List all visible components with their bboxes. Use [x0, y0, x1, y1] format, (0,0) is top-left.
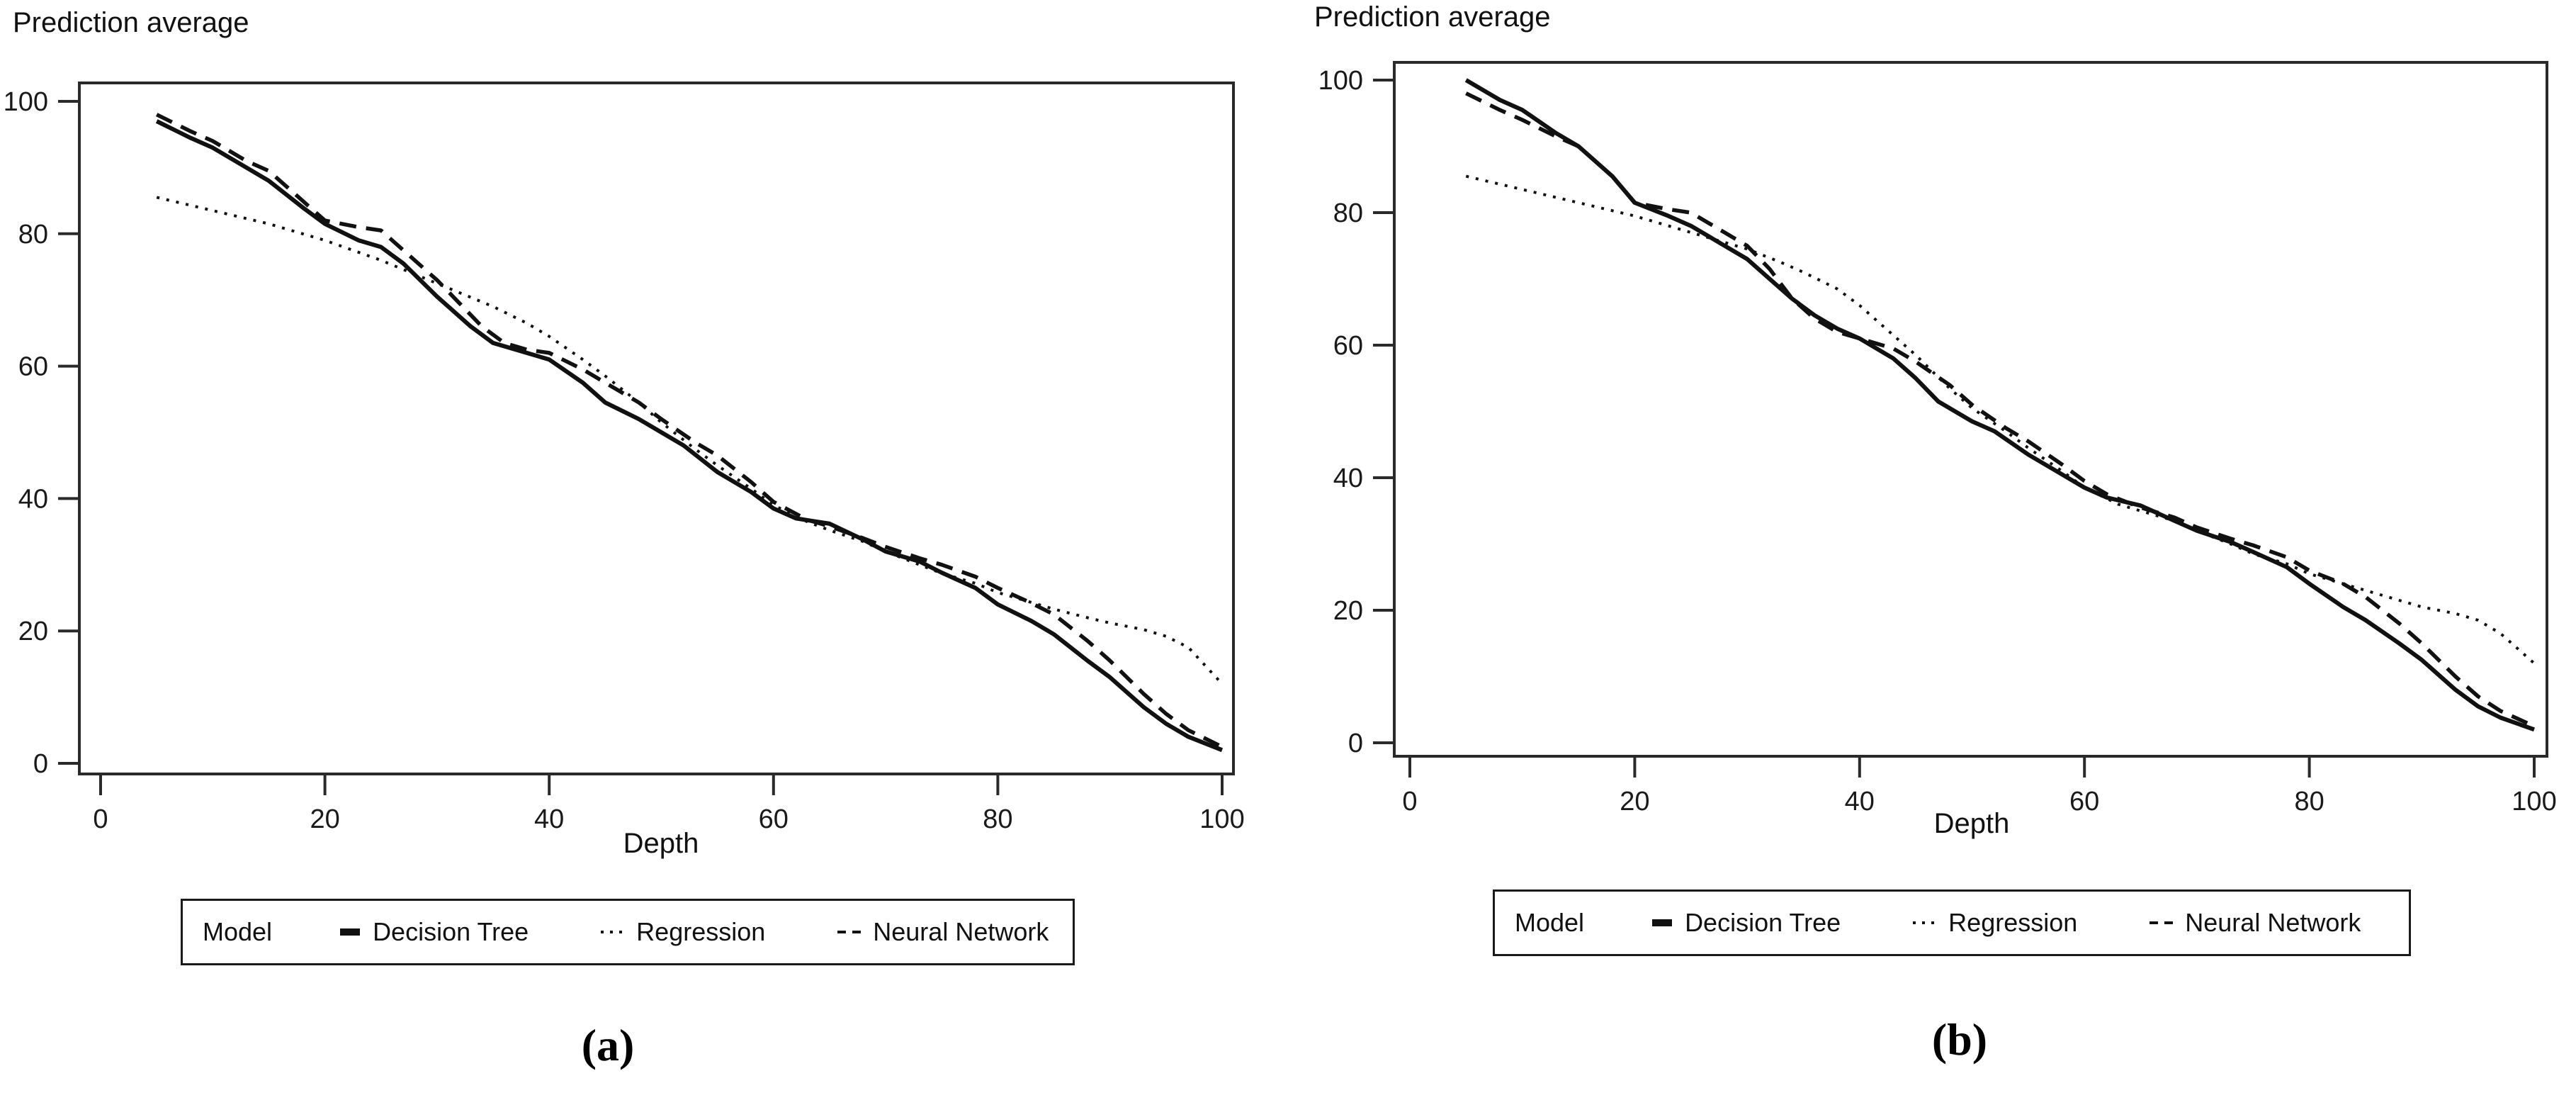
dashed-line-swatch-icon — [2150, 921, 2174, 924]
x-tick-label: 20 — [1620, 787, 1649, 816]
series-line-decision-tree — [155, 119, 1224, 753]
y-tick-label: 0 — [33, 749, 48, 779]
legend-entry-regression: Regression — [1911, 908, 2077, 938]
y-tick-label: 0 — [1348, 729, 1363, 758]
x-tick-label: 100 — [1199, 804, 1244, 834]
x-tick-label: 80 — [983, 804, 1012, 834]
y-tick-label: 80 — [18, 220, 48, 249]
y-axis-title: Prediction average — [13, 7, 249, 38]
y-tick-label: 80 — [1333, 198, 1363, 228]
y-tick-label: 40 — [18, 484, 48, 514]
series-line-neural-network — [155, 113, 1224, 749]
legend-entry-decision-tree: Decision Tree — [337, 917, 529, 947]
x-tick-label: 100 — [2512, 787, 2556, 816]
series-line-regression — [156, 196, 1224, 685]
y-tick-label: 20 — [1333, 596, 1363, 626]
x-tick-label: 40 — [534, 804, 564, 834]
legend-entry-label: Regression — [636, 917, 766, 946]
legend-entry-regression: Regression — [599, 917, 765, 947]
legend: Model Decision Tree Regression Neural Netw… — [1493, 889, 2411, 956]
x-axis-label: Depth — [623, 828, 699, 859]
y-tick-label: 60 — [18, 352, 48, 382]
x-tick-label: 60 — [2069, 787, 2099, 816]
y-tick-label: 100 — [1318, 66, 1363, 96]
subfigure-caption-a: (a) — [581, 1020, 635, 1070]
plot-border — [78, 82, 1235, 775]
dashed-line-swatch-icon — [837, 931, 862, 933]
y-tick-label: 60 — [1333, 331, 1363, 361]
subfigure-caption-b: (b) — [1931, 1014, 1988, 1065]
y-axis-title: Prediction average — [1314, 1, 1551, 33]
solid-line-swatch-icon — [340, 928, 361, 936]
legend-title: Model — [1515, 908, 1585, 937]
legend-entry-label: Decision Tree — [1685, 908, 1841, 937]
x-axis-label: Depth — [1933, 808, 2010, 839]
chart-panel-a: Prediction average 0 20 40 60 80 100 0 20 40 60 80… — [4, 7, 1245, 1070]
legend-entry-neural-network: Neural Network — [2148, 908, 2361, 938]
series-line-decision-tree — [1464, 78, 2535, 732]
x-tick-label: 0 — [1402, 787, 1417, 816]
y-tick-label: 40 — [1333, 464, 1363, 493]
legend: Model Decision Tree Regression Neural Netw… — [181, 899, 1075, 965]
line-chart-b: 0 20 40 60 80 100 0 20 40 60 80 100 — [1318, 61, 2557, 816]
series-line-neural-network — [1465, 91, 2536, 729]
x-tick-label: 80 — [2294, 787, 2324, 816]
plot-border — [1393, 61, 2548, 758]
legend-entry-decision-tree: Decision Tree — [1649, 908, 1841, 938]
solid-line-swatch-icon — [1652, 919, 1673, 926]
dotted-line-swatch-icon — [1913, 921, 1939, 924]
legend-entry-label: Neural Network — [873, 917, 1049, 946]
legend-title: Model — [203, 917, 273, 946]
y-tick-label: 20 — [18, 617, 48, 646]
y-tick-label: 100 — [4, 87, 48, 117]
legend-entry-neural-network: Neural Network — [836, 917, 1049, 947]
dotted-line-swatch-icon — [601, 931, 627, 933]
x-tick-label: 40 — [1845, 787, 1875, 816]
legend-entry-label: Regression — [1948, 908, 2078, 937]
x-tick-label: 20 — [310, 804, 339, 834]
chart-panel-b: Prediction average 0 20 40 60 80 100 0 20 40 60 80… — [1288, 0, 2576, 1100]
series-line-regression — [1465, 174, 2536, 665]
line-chart-a: 0 20 40 60 80 100 0 20 40 60 80 100 — [4, 82, 1245, 834]
legend-entry-label: Neural Network — [2185, 908, 2361, 937]
legend-entry-label: Decision Tree — [373, 917, 529, 946]
x-tick-label: 60 — [759, 804, 789, 834]
x-tick-label: 0 — [93, 804, 108, 834]
